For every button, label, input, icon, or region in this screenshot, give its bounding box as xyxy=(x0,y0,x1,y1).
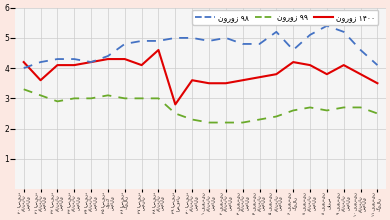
Legend: نوروز ۹۸, نوروز ۹۹, نوروز ۱۴۰۰: نوروز ۹۸, نوروز ۹۹, نوروز ۱۴۰۰ xyxy=(192,10,378,25)
